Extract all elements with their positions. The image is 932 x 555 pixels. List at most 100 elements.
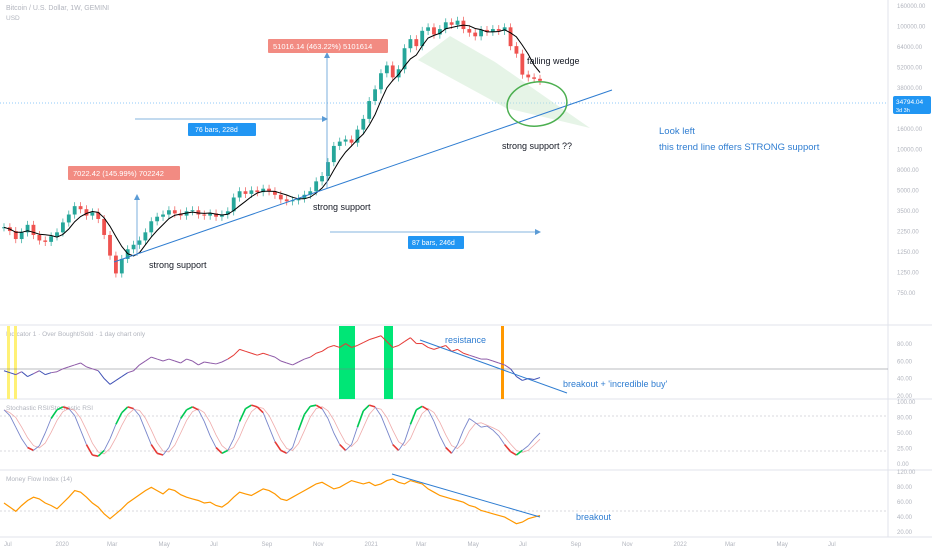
stoch-segment <box>97 449 105 457</box>
candle-body <box>314 181 319 192</box>
rsi-segment <box>392 345 399 348</box>
stoch-segment <box>362 404 370 412</box>
measure-top-text: 51016.14 (463.22%) 5101614 <box>273 42 372 51</box>
candle-body <box>455 20 460 25</box>
time-axis[interactable]: Jul 2020 Mar May Jul Sep Nov 2021 Mar May Jul Sep No… <box>4 542 836 548</box>
rsi-resistance-line[interactable] <box>419 339 568 394</box>
candle-body <box>267 188 271 192</box>
rsi-segment <box>304 356 311 360</box>
bars-bottom-text: 87 bars, 246d <box>412 240 455 247</box>
price-tick-label: 2250.00 <box>897 230 919 236</box>
candle-body <box>255 190 260 193</box>
money-pane-title: Money Flow Index (14) <box>6 476 72 483</box>
price-scale[interactable]: 160000.00 100000.00 64000.00 52000.00 38000.… <box>897 4 926 297</box>
rsi-segment <box>369 337 376 341</box>
candle-body <box>261 188 266 193</box>
rsi-segment <box>33 370 40 375</box>
stoch-segment <box>527 438 535 447</box>
pane-tick-label: 25.00 <box>897 447 913 453</box>
stoch-segment <box>256 406 264 414</box>
rsi-segment <box>121 372 128 377</box>
rsi-segment <box>168 358 175 362</box>
stoch-segment <box>180 409 188 419</box>
stoch-segment <box>238 408 247 422</box>
time-tick-label: Jul <box>4 542 12 548</box>
candle-body <box>361 118 366 130</box>
candle-body <box>43 240 48 242</box>
stoch-segment <box>3 409 11 416</box>
rsi-segment <box>445 345 453 352</box>
time-tick-label: Mar <box>107 542 117 548</box>
rsi-segment <box>192 360 199 366</box>
stoch-segment <box>474 422 482 428</box>
falling-wedge-shape <box>418 36 590 128</box>
stoch-segment <box>62 406 70 410</box>
stoch-segment <box>92 454 99 457</box>
time-tick-label: Nov <box>313 542 324 548</box>
rsi-segment <box>286 362 293 366</box>
wedge-highlight-circle <box>506 81 568 127</box>
stoch-segment <box>127 406 134 410</box>
rsi-segment <box>62 366 69 370</box>
candle-body <box>490 29 495 32</box>
candle-body <box>108 234 112 256</box>
price-tick-label: 3500.00 <box>897 209 919 215</box>
rsi-segment <box>27 373 34 378</box>
bars-bottom-badge <box>408 236 464 249</box>
time-tick-label: Mar <box>416 542 426 548</box>
stoch-segment <box>486 425 494 431</box>
candle-body <box>532 77 537 79</box>
candle-body <box>379 73 383 90</box>
rsi-segment <box>180 358 187 364</box>
candle-body <box>102 218 107 235</box>
rsi-segment <box>68 364 75 368</box>
stoch-segment <box>421 405 429 411</box>
rsi-yellow-bar-1 <box>7 326 10 399</box>
look-left-note: Look left <box>659 126 695 137</box>
pane-tick-label: 0.00 <box>897 462 909 468</box>
stoch-segment <box>481 425 488 428</box>
rsi-segment <box>510 368 517 377</box>
stoch-segment <box>33 445 40 451</box>
rsi-segment <box>115 376 123 381</box>
rsi-segment <box>92 368 99 372</box>
stoch-segment <box>386 429 394 445</box>
stoch-segment <box>192 406 199 411</box>
candle-body <box>320 176 324 182</box>
rsi-green-bar-1 <box>339 326 355 399</box>
measure-left-badge <box>68 166 180 180</box>
stoch-segment <box>103 438 111 451</box>
candle-body <box>231 197 236 212</box>
rsi-segment <box>97 370 105 379</box>
candle-body <box>331 145 336 163</box>
candle-body <box>396 69 401 78</box>
trend-line[interactable] <box>113 89 613 263</box>
rsi-green-bar-2 <box>384 326 393 399</box>
money-flow-line <box>3 478 541 525</box>
stoch-segment <box>156 452 164 456</box>
rsi-segment <box>139 360 146 366</box>
stoch-segment <box>174 418 182 434</box>
money-resistance-line[interactable] <box>391 473 541 518</box>
stoch-segment <box>351 427 358 445</box>
rsi-segment <box>151 356 158 360</box>
measure-arrow-top <box>324 52 330 58</box>
pane-tick-label: 80.00 <box>897 485 913 491</box>
rsi-segment <box>339 343 346 348</box>
candle-body <box>131 244 136 250</box>
rsi-segment <box>239 348 246 352</box>
rsi-segment <box>15 371 22 376</box>
candle-body <box>31 224 36 235</box>
candle-body <box>367 101 372 119</box>
candle-body <box>508 27 513 47</box>
stoch-segment <box>268 427 276 442</box>
stoch-segment <box>345 444 352 451</box>
rsi-segment <box>39 370 46 376</box>
pane-tick-label: 120.00 <box>897 470 916 476</box>
rsi-segment <box>516 376 523 381</box>
candle-body <box>237 191 242 198</box>
candle-body <box>208 213 213 216</box>
stoch-segment <box>38 432 46 446</box>
